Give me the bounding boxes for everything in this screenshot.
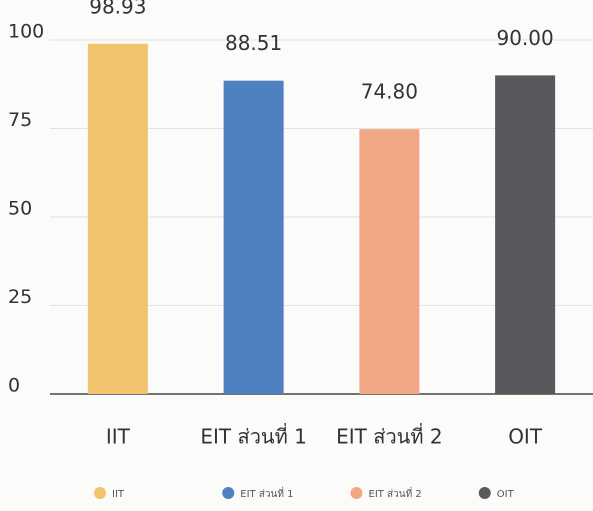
value-label: 90.00 — [496, 26, 553, 50]
y-tick-label: 100 — [8, 21, 44, 43]
legend-swatch — [222, 487, 235, 499]
legend-swatch — [350, 487, 363, 499]
y-tick-label: 25 — [8, 286, 32, 308]
legend-label: EIT ส่วนที่ 2 — [369, 486, 422, 500]
legend-label: IIT — [112, 489, 125, 500]
x-tick-label: IIT — [106, 425, 131, 449]
y-tick-label: 50 — [8, 198, 32, 220]
legend-swatch — [478, 487, 491, 499]
bar — [87, 43, 148, 394]
legend-label: OIT — [497, 489, 515, 500]
y-tick-label: 75 — [8, 109, 32, 131]
legend-label: EIT ส่วนที่ 1 — [240, 486, 293, 500]
bar — [495, 75, 556, 395]
bar — [359, 129, 420, 394]
x-tick-label: EIT ส่วนที่ 2 — [336, 423, 442, 449]
value-label: 88.51 — [225, 31, 282, 55]
value-label: 98.93 — [89, 0, 146, 18]
x-tick-label: EIT ส่วนที่ 1 — [200, 423, 306, 449]
legend-swatch — [94, 487, 106, 499]
y-tick-label: 0 — [8, 375, 20, 397]
x-tick-label: OIT — [508, 425, 543, 449]
bar — [223, 80, 284, 395]
value-label: 74.80 — [361, 80, 418, 104]
